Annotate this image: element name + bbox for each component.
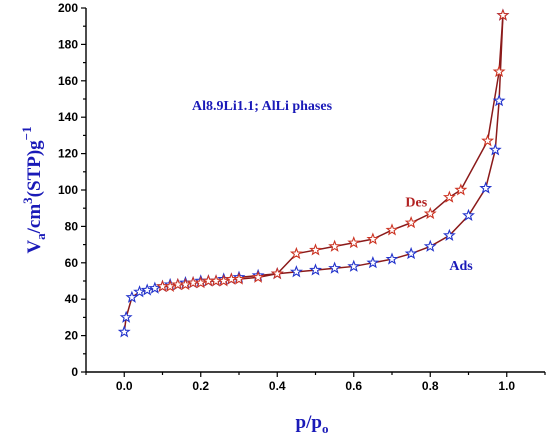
series-markers: [117, 8, 510, 338]
data-point-ads: [479, 181, 493, 194]
y-tick-label: 100: [58, 183, 78, 197]
data-point-ads: [328, 261, 342, 274]
y-tick-label: 140: [58, 110, 78, 124]
data-point-ads: [117, 325, 131, 338]
y-axis-title-neg1: −1: [19, 126, 34, 140]
x-axis-title: p/po: [296, 412, 329, 436]
data-point-des: [270, 266, 284, 280]
data-point-des: [423, 206, 437, 220]
y-axis-title-stp: (STP)g: [24, 140, 45, 198]
data-point-ads: [289, 265, 303, 278]
x-ticks: 0.0 0.2 0.4 0.6 0.8 1.0: [85, 372, 546, 393]
x-axis-title-main: p/p: [296, 412, 322, 433]
series-label-des: Des: [405, 195, 427, 210]
data-point-des: [492, 64, 506, 78]
y-axis-title: Va/cm3(STP)g−1: [19, 126, 48, 253]
y-axis-title-cm: /cm: [24, 204, 45, 235]
data-point-des: [496, 8, 510, 21]
data-point-des: [201, 274, 215, 287]
y-tick-label: 80: [65, 219, 79, 233]
data-point-ads: [462, 208, 475, 221]
x-tick-label: 0.4: [269, 379, 286, 393]
x-tick-label: 0.6: [345, 379, 362, 393]
data-point-ads: [125, 290, 139, 303]
data-point-des: [404, 215, 418, 229]
y-tick-label: 120: [58, 147, 78, 161]
data-point-des: [328, 239, 342, 252]
data-point-des: [454, 183, 468, 196]
data-point-des: [442, 190, 456, 203]
data-point-ads: [423, 239, 437, 252]
x-tick-label: 1.0: [498, 379, 515, 393]
plot-area: [85, 8, 545, 373]
y-tick-label: 40: [65, 292, 79, 306]
data-point-ads: [488, 143, 502, 156]
data-point-des: [481, 134, 495, 147]
chart-annotation: Al8.9Li1.1; AlLi phases: [192, 99, 333, 114]
data-point-des: [171, 277, 185, 291]
data-point-des: [251, 270, 265, 283]
data-point-des: [156, 279, 169, 292]
y-ticks: 0 20 40 60 80 100 120 140 160 180 200: [58, 1, 86, 379]
data-point-des: [224, 272, 238, 285]
data-point-des: [186, 276, 200, 289]
y-axis-title-three: 3: [20, 197, 35, 204]
y-tick-label: 60: [65, 256, 79, 270]
data-point-des: [385, 223, 399, 236]
data-point-ads: [133, 285, 146, 298]
data-point-des: [309, 243, 322, 256]
y-tick-label: 20: [65, 329, 79, 343]
data-point-ads: [309, 263, 322, 276]
data-point-ads: [404, 246, 418, 260]
data-point-ads: [119, 310, 133, 323]
y-axis-title-v: V: [24, 240, 45, 254]
data-point-ads: [140, 283, 154, 296]
y-tick-label: 200: [58, 1, 78, 15]
x-tick-label: 0.8: [422, 379, 439, 393]
data-point-ads: [442, 228, 456, 241]
x-tick-label: 0.0: [116, 379, 133, 393]
y-axis-title-a: a: [33, 233, 48, 240]
data-point-ads: [492, 94, 506, 107]
data-point-ads: [347, 259, 361, 272]
data-point-des: [289, 246, 303, 260]
x-axis-title-sub: o: [322, 421, 329, 436]
x-tick-label: 0.2: [192, 379, 209, 393]
data-point-des: [347, 236, 361, 249]
y-tick-label: 180: [58, 37, 78, 51]
data-point-ads: [366, 256, 380, 269]
series-label-ads: Ads: [449, 259, 473, 274]
y-tick-label: 160: [58, 74, 78, 88]
data-point-ads: [385, 252, 399, 265]
y-tick-label: 0: [71, 365, 78, 379]
data-point-des: [366, 232, 380, 245]
data-point-ads: [148, 281, 162, 294]
